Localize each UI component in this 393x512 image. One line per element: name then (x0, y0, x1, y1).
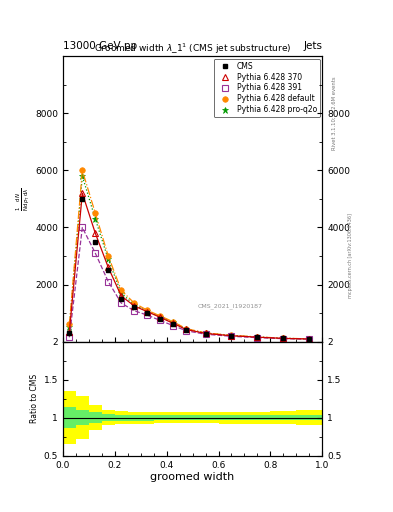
Pythia 6.428 default (281, 335, 286, 342)
Pythia 6.428 370 (281, 335, 286, 342)
Pythia 6.428 391 (255, 334, 260, 340)
Pythia 6.428 370 (80, 190, 85, 196)
Pythia 6.428 default (145, 307, 150, 313)
Pythia 6.428 pro-q2o (229, 332, 234, 338)
Pythia 6.428 pro-q2o (67, 324, 72, 330)
Text: CMS_2021_I1920187: CMS_2021_I1920187 (198, 303, 263, 309)
Pythia 6.428 391 (158, 317, 163, 324)
Pythia 6.428 pro-q2o (106, 257, 111, 263)
Pythia 6.428 default (184, 326, 189, 332)
Pythia 6.428 391 (67, 334, 72, 340)
CMS (203, 331, 208, 337)
CMS (158, 316, 163, 322)
Pythia 6.428 pro-q2o (184, 326, 189, 332)
Pythia 6.428 391 (203, 331, 208, 337)
Line: Pythia 6.428 370: Pythia 6.428 370 (66, 190, 312, 342)
Pythia 6.428 370 (307, 336, 312, 342)
Pythia 6.428 pro-q2o (145, 308, 150, 314)
Pythia 6.428 pro-q2o (171, 319, 176, 326)
Pythia 6.428 370 (119, 293, 123, 299)
Text: 13000 GeV pp: 13000 GeV pp (63, 41, 137, 51)
Pythia 6.428 391 (171, 323, 176, 329)
Pythia 6.428 default (80, 167, 85, 174)
Pythia 6.428 default (203, 330, 208, 336)
CMS (229, 333, 234, 339)
Pythia 6.428 370 (184, 326, 189, 332)
Legend: CMS, Pythia 6.428 370, Pythia 6.428 391, Pythia 6.428 default, Pythia 6.428 pro-: CMS, Pythia 6.428 370, Pythia 6.428 391,… (214, 58, 320, 117)
Text: Jets: Jets (303, 41, 322, 51)
Pythia 6.428 default (106, 253, 111, 259)
Pythia 6.428 370 (132, 303, 137, 309)
Pythia 6.428 370 (106, 264, 111, 270)
Pythia 6.428 370 (255, 334, 260, 340)
CMS (80, 196, 85, 202)
Pythia 6.428 default (132, 300, 137, 306)
Line: Pythia 6.428 default: Pythia 6.428 default (66, 167, 312, 342)
Text: mcplots.cern.ch [arXiv:1306.3436]: mcplots.cern.ch [arXiv:1306.3436] (348, 214, 353, 298)
Pythia 6.428 pro-q2o (132, 302, 137, 308)
Title: Groomed width $\lambda\_1^1$ (CMS jet substructure): Groomed width $\lambda\_1^1$ (CMS jet su… (94, 42, 291, 56)
Pythia 6.428 391 (229, 333, 234, 339)
Pythia 6.428 370 (93, 230, 98, 236)
Pythia 6.428 default (229, 332, 234, 338)
Pythia 6.428 pro-q2o (281, 335, 286, 342)
Pythia 6.428 default (119, 287, 123, 293)
Y-axis label: Ratio to CMS: Ratio to CMS (31, 374, 39, 423)
CMS (255, 334, 260, 340)
Pythia 6.428 default (93, 210, 98, 216)
Pythia 6.428 370 (145, 309, 150, 315)
Pythia 6.428 default (307, 336, 312, 342)
Pythia 6.428 pro-q2o (119, 290, 123, 296)
Pythia 6.428 391 (184, 328, 189, 334)
Pythia 6.428 391 (119, 300, 123, 306)
Line: CMS: CMS (67, 197, 312, 342)
Pythia 6.428 pro-q2o (158, 314, 163, 320)
Pythia 6.428 391 (132, 308, 137, 314)
CMS (119, 296, 123, 302)
X-axis label: groomed width: groomed width (151, 472, 235, 482)
Pythia 6.428 pro-q2o (307, 336, 312, 342)
Pythia 6.428 391 (281, 335, 286, 342)
Pythia 6.428 default (158, 313, 163, 319)
Pythia 6.428 default (67, 322, 72, 328)
Pythia 6.428 370 (67, 329, 72, 335)
Pythia 6.428 391 (307, 336, 312, 343)
CMS (93, 239, 98, 245)
CMS (307, 336, 312, 342)
Text: Rivet 3.1.10; ≥ 2.6M events: Rivet 3.1.10; ≥ 2.6M events (332, 77, 337, 150)
Pythia 6.428 391 (80, 224, 85, 230)
Pythia 6.428 370 (229, 333, 234, 339)
Pythia 6.428 pro-q2o (93, 216, 98, 222)
Pythia 6.428 370 (203, 330, 208, 336)
Line: Pythia 6.428 391: Pythia 6.428 391 (66, 225, 312, 342)
Pythia 6.428 391 (145, 312, 150, 318)
Pythia 6.428 default (255, 334, 260, 340)
CMS (132, 304, 137, 310)
CMS (145, 310, 150, 316)
Pythia 6.428 pro-q2o (203, 330, 208, 336)
Pythia 6.428 370 (171, 320, 176, 326)
Y-axis label: $\frac{1}{\mathrm{N}}\frac{\mathrm{d}N}{\mathrm{d}p_\mathrm{T}\,\mathrm{d}\lambd: $\frac{1}{\mathrm{N}}\frac{\mathrm{d}N}{… (14, 187, 31, 211)
Pythia 6.428 default (171, 318, 176, 325)
Pythia 6.428 370 (158, 314, 163, 321)
CMS (106, 267, 111, 273)
CMS (67, 330, 72, 336)
CMS (171, 322, 176, 328)
Line: Pythia 6.428 pro-q2o: Pythia 6.428 pro-q2o (66, 173, 313, 343)
Pythia 6.428 pro-q2o (80, 173, 85, 179)
Pythia 6.428 pro-q2o (255, 334, 260, 340)
Pythia 6.428 391 (93, 250, 98, 256)
CMS (281, 335, 286, 342)
CMS (184, 327, 189, 333)
Pythia 6.428 391 (106, 279, 111, 285)
